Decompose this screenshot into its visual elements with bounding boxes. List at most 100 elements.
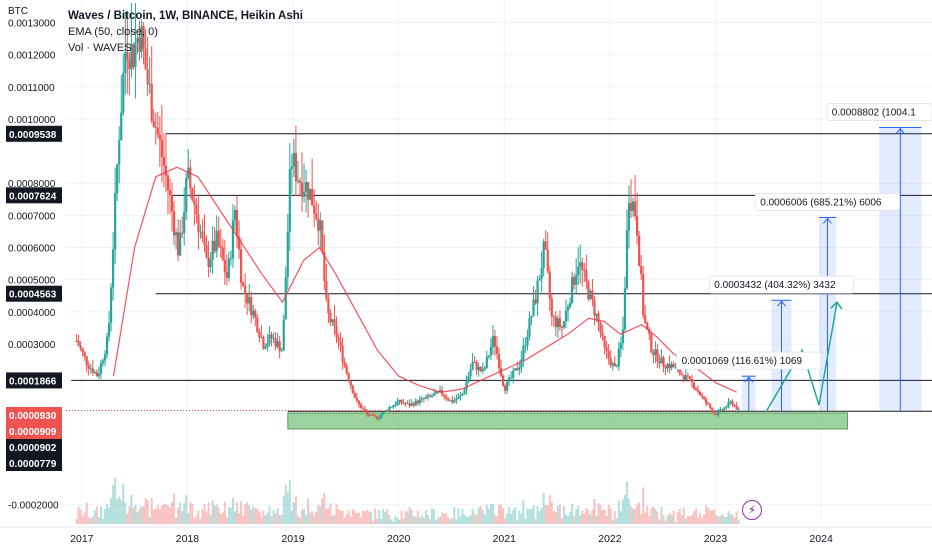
- volume-bar: [502, 508, 505, 524]
- candle: [304, 182, 308, 192]
- volume-bar: [380, 518, 383, 524]
- x-tick-label: 2019: [281, 533, 305, 545]
- candle: [225, 272, 228, 278]
- candle: [615, 366, 618, 368]
- volume-bar: [75, 518, 78, 524]
- volume-bar: [690, 515, 693, 524]
- candle: [414, 400, 417, 406]
- candle: [633, 201, 637, 217]
- candle: [510, 377, 513, 379]
- volume-legend[interactable]: Vol · WAVES: [68, 42, 132, 54]
- y-axis[interactable]: 0.0013000 0.0012000 0.0011000 0.0010000 0.00…: [6, 19, 62, 512]
- level-badge-label: 0.0001866: [9, 376, 57, 387]
- candle: [428, 395, 432, 397]
- candle: [719, 409, 722, 412]
- volume-bar: [601, 510, 604, 524]
- y-tick-label: 0.0006000: [8, 244, 56, 255]
- volume-bar: [372, 520, 375, 524]
- candle: [258, 331, 261, 338]
- volume-bar: [463, 514, 466, 524]
- volume-bar: [110, 498, 113, 524]
- candle: [152, 120, 155, 127]
- volume-bar: [457, 508, 460, 524]
- volume-bar: [171, 501, 174, 524]
- volume-bar: [353, 510, 356, 524]
- volume-bar: [607, 504, 610, 524]
- candle: [168, 190, 172, 196]
- chart-title[interactable]: Waves / Bitcoin, 1W, BINANCE, Heikin Ash…: [68, 10, 303, 22]
- candle: [558, 318, 562, 328]
- candle: [136, 37, 139, 43]
- candle: [298, 180, 302, 183]
- volume-bar: [430, 508, 433, 524]
- volume-bar: [552, 510, 555, 524]
- candle: [709, 404, 712, 409]
- volume-bar: [408, 506, 411, 524]
- candle: [197, 214, 200, 232]
- candle: [158, 134, 161, 140]
- candle: [627, 202, 631, 231]
- volume-bar: [723, 517, 726, 524]
- volume-bar: [619, 510, 622, 524]
- projection-label: 0.0006006 (685.21%) 6006: [760, 197, 882, 208]
- candle: [690, 378, 694, 383]
- volume-bar: [609, 508, 612, 524]
- x-axis[interactable]: 2017 2018 2019 2020 2021 2022 2023 2024: [0, 526, 932, 545]
- volume-bar: [205, 511, 208, 524]
- chart-legend: Waves / Bitcoin, 1W, BINANCE, Heikin Ash…: [68, 8, 303, 56]
- volume-bar: [99, 506, 102, 524]
- volume-bar: [577, 505, 580, 524]
- candle: [126, 52, 129, 60]
- ema-legend[interactable]: EMA (50, close, 0): [68, 26, 158, 38]
- projection-annotations: 0.0001069 (116.61%) 1069 0.0003432 (404.3…: [676, 103, 932, 370]
- grid-lines: [66, 0, 932, 524]
- volume-bar: [160, 505, 163, 524]
- volume-bar: [510, 513, 513, 524]
- volume-bar: [179, 502, 182, 524]
- candle: [124, 52, 127, 73]
- candle: [294, 153, 298, 182]
- candle: [493, 336, 497, 347]
- volume-bar: [660, 506, 663, 524]
- flash-icon[interactable]: ⚡: [742, 500, 762, 520]
- candle: [361, 408, 365, 410]
- candle: [376, 416, 379, 419]
- volume-bar: [388, 515, 391, 524]
- volume-bar: [676, 512, 679, 524]
- candle: [605, 347, 608, 352]
- volume-bar: [303, 508, 306, 524]
- candle: [522, 346, 525, 360]
- volume-bar: [646, 505, 649, 524]
- volume-bar: [146, 499, 149, 524]
- volume-bar: [579, 515, 582, 524]
- candle: [77, 340, 80, 346]
- candle: [215, 230, 218, 252]
- volume-bar: [627, 499, 630, 524]
- volume-bar: [528, 509, 531, 524]
- volume-bar: [451, 518, 454, 524]
- volume-bar: [138, 509, 141, 524]
- volume-bar: [390, 519, 393, 524]
- candle: [109, 287, 113, 323]
- candle: [721, 409, 724, 411]
- volume-bar: [583, 513, 586, 524]
- volume-bar: [453, 506, 456, 524]
- volume-bar: [664, 520, 667, 524]
- candle: [536, 280, 539, 304]
- volume-bar: [365, 510, 368, 524]
- candle: [262, 337, 265, 349]
- candle: [250, 296, 253, 316]
- volume-bar: [538, 511, 541, 524]
- candle: [581, 262, 584, 270]
- y-tick-label: 0.0011000: [8, 83, 55, 94]
- volume-bar: [242, 515, 245, 524]
- volume-bar: [270, 516, 273, 524]
- candle: [217, 230, 220, 247]
- volume-bar: [122, 483, 125, 524]
- candle: [223, 259, 226, 273]
- candle: [140, 26, 143, 52]
- candle: [680, 373, 683, 375]
- candle: [256, 317, 259, 332]
- candle: [534, 299, 537, 304]
